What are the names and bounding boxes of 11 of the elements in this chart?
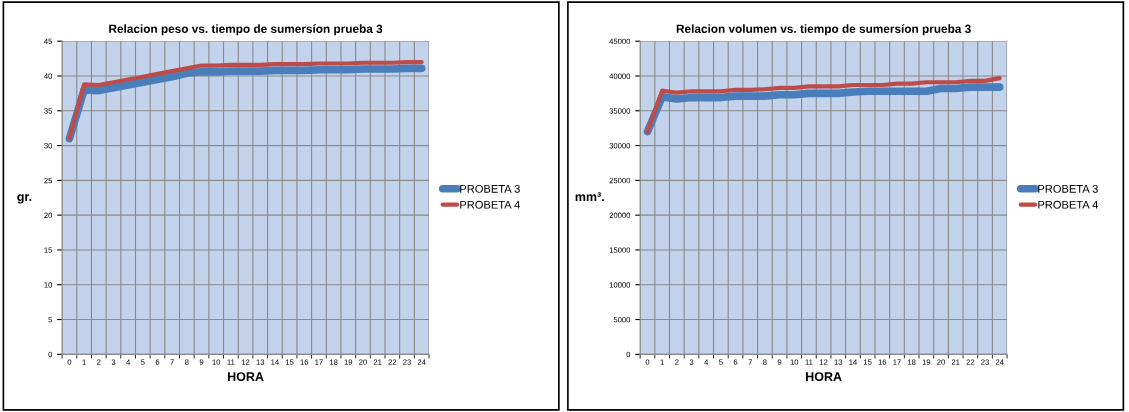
y-axis-title: mm³.	[575, 192, 604, 201]
chart-title: Relacion peso vs. tiempo de sumersíon prueba 3	[109, 24, 383, 36]
legend-label: PROBETA 3	[1038, 184, 1098, 193]
x-axis-title: HORA	[227, 372, 264, 382]
legend-label: PROBETA 3	[460, 184, 520, 193]
x-axis-title: HORA	[806, 372, 842, 382]
legend-label: PROBETA 4	[1038, 200, 1099, 209]
legend-label: PROBETA 4	[460, 200, 520, 209]
line-series	[645, 75, 1002, 134]
chart-title: Relacion volumen vs. tiempo de sumersíon prueba 3	[676, 24, 971, 36]
y-axis-title: gr.	[17, 194, 32, 204]
